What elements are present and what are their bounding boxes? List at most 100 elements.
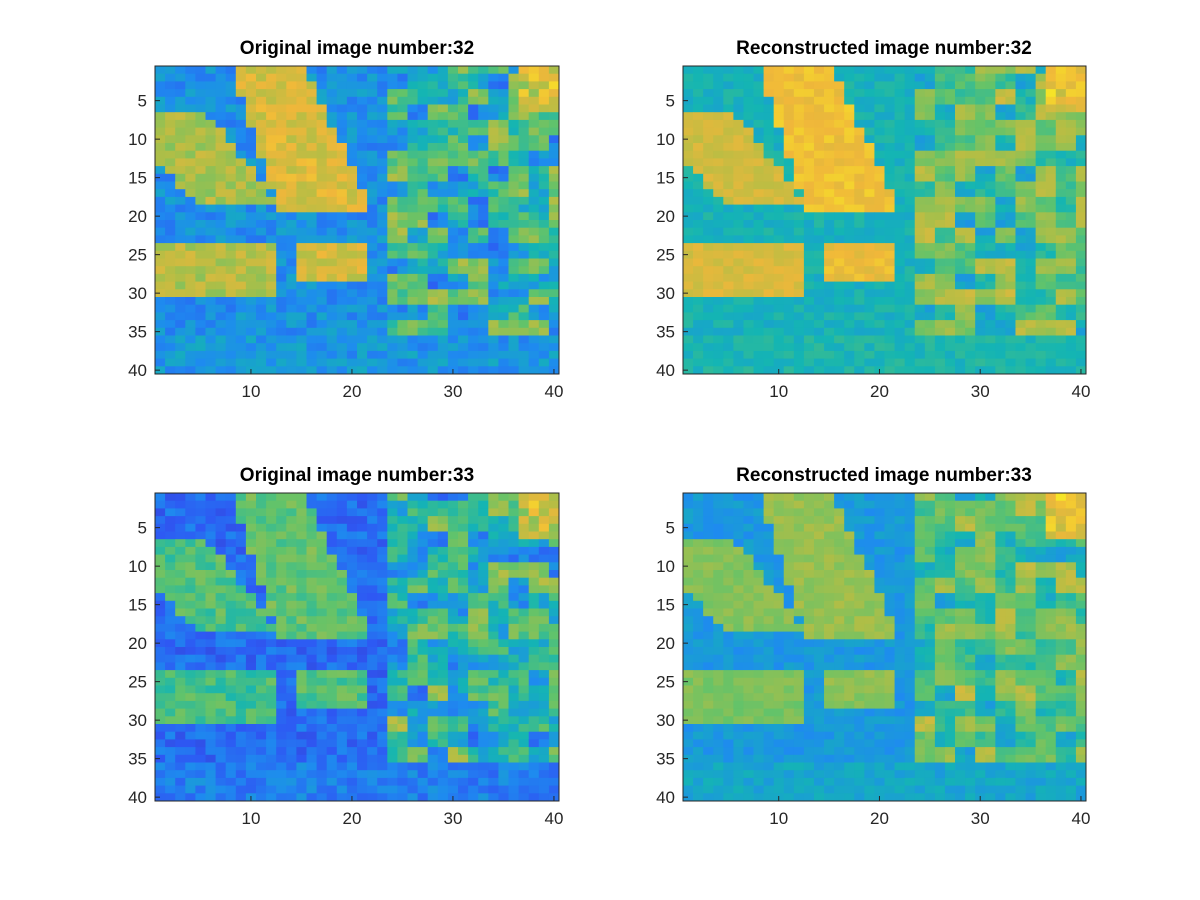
- heatmap-cell: [306, 770, 317, 779]
- heatmap-cell: [447, 312, 459, 321]
- heatmap-cell: [215, 181, 227, 190]
- heatmap-cell: [165, 762, 176, 771]
- heatmap-cell: [1045, 196, 1057, 205]
- heatmap-cell: [367, 189, 378, 198]
- heatmap-cell: [225, 647, 237, 656]
- heatmap-cell: [733, 358, 744, 367]
- heatmap-cell: [185, 754, 196, 763]
- heatmap-cell: [934, 297, 946, 306]
- heatmap-cell: [266, 89, 277, 98]
- heatmap-cell: [205, 166, 216, 175]
- heatmap-cell: [965, 289, 976, 298]
- heatmap-cell: [468, 539, 479, 548]
- heatmap-cell: [975, 258, 986, 267]
- x-tick-label: 40: [544, 382, 563, 401]
- heatmap-cell: [924, 258, 936, 267]
- heatmap-cell: [427, 616, 439, 625]
- heatmap-cell: [538, 577, 550, 586]
- heatmap-cell: [824, 235, 835, 244]
- heatmap-cell: [336, 770, 348, 779]
- heatmap-cell: [488, 112, 499, 121]
- heatmap-cell: [834, 366, 845, 375]
- heatmap-cell: [965, 143, 976, 152]
- heatmap-cell: [215, 716, 227, 725]
- heatmap-cell: [235, 73, 247, 82]
- heatmap-cell: [437, 623, 449, 632]
- heatmap-cell: [387, 335, 398, 344]
- heatmap-cell: [407, 793, 418, 802]
- heatmap-cell: [185, 212, 196, 221]
- heatmap-cell: [773, 227, 785, 236]
- heatmap-cell: [437, 747, 449, 756]
- heatmap-cell: [447, 266, 459, 275]
- heatmap-cell: [498, 89, 509, 98]
- heatmap-cell: [1015, 266, 1026, 275]
- heatmap-cell: [175, 523, 186, 532]
- heatmap-cell: [1015, 96, 1026, 105]
- heatmap-cell: [844, 335, 855, 344]
- heatmap-cell: [1025, 235, 1037, 244]
- heatmap-cell: [985, 173, 996, 182]
- heatmap-cell: [773, 212, 785, 221]
- heatmap-cell: [854, 204, 865, 213]
- heatmap-cell: [256, 327, 267, 336]
- heatmap-cell: [1015, 150, 1026, 159]
- heatmap-cell: [934, 181, 946, 190]
- heatmap-cell: [205, 189, 216, 198]
- heatmap-cell: [427, 647, 439, 656]
- heatmap-cell: [256, 227, 267, 236]
- heatmap-cell: [813, 266, 825, 275]
- heatmap-cell: [447, 585, 459, 594]
- heatmap-cell: [245, 770, 257, 779]
- heatmap-cell: [367, 677, 378, 686]
- heatmap-cell: [763, 312, 775, 321]
- heatmap-cell: [498, 150, 509, 159]
- heatmap-cell: [417, 89, 429, 98]
- heatmap-cell: [397, 700, 408, 709]
- heatmap-cell: [286, 577, 297, 586]
- heatmap-cell: [225, 366, 237, 375]
- heatmap-cell: [377, 608, 388, 617]
- heatmap-cell: [346, 739, 358, 748]
- heatmap-cell: [693, 204, 704, 213]
- heatmap-cell: [904, 66, 916, 75]
- heatmap-cell: [407, 297, 418, 306]
- heatmap-cell: [538, 539, 550, 548]
- heatmap-cell: [215, 793, 227, 802]
- heatmap-cell: [346, 693, 358, 702]
- heatmap-cell: [1015, 173, 1026, 182]
- heatmap-cell: [235, 173, 247, 182]
- heatmap-cell: [934, 289, 946, 298]
- heatmap-cell: [894, 119, 906, 128]
- heatmap-cell: [518, 297, 530, 306]
- heatmap-cell: [884, 166, 895, 175]
- heatmap-cell: [703, 196, 714, 205]
- heatmap-cell: [387, 670, 398, 679]
- heatmap-cell: [256, 358, 267, 367]
- heatmap-cell: [468, 608, 479, 617]
- heatmap-cell: [256, 531, 267, 540]
- heatmap-cell: [965, 66, 976, 75]
- heatmap-cell: [834, 343, 845, 352]
- heatmap-cell: [683, 312, 694, 321]
- heatmap-cell: [864, 212, 875, 221]
- heatmap-cell: [468, 250, 479, 259]
- heatmap-cell: [357, 531, 368, 540]
- heatmap-cell: [417, 554, 429, 563]
- heatmap-cell: [316, 273, 328, 282]
- heatmap-cell: [763, 204, 775, 213]
- y-tick-label: 15: [128, 169, 147, 188]
- heatmap-cell: [478, 173, 489, 182]
- heatmap-cell: [955, 281, 966, 290]
- heatmap-cell: [266, 166, 277, 175]
- heatmap-cell: [225, 685, 237, 694]
- heatmap-cell: [528, 608, 540, 617]
- heatmap-cell: [894, 335, 906, 344]
- heatmap-cell: [743, 297, 754, 306]
- heatmap-cell: [377, 500, 388, 509]
- heatmap-cell: [1035, 166, 1047, 175]
- heatmap-cell: [478, 516, 489, 525]
- heatmap-cell: [1075, 304, 1087, 313]
- heatmap-cell: [834, 143, 845, 152]
- heatmap-cell: [924, 281, 936, 290]
